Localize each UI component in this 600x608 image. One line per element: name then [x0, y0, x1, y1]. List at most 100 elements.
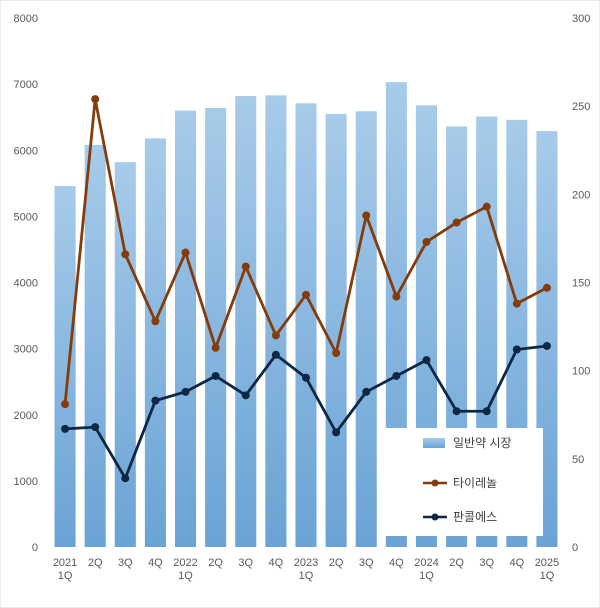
bar [54, 185, 76, 547]
series-point [271, 331, 280, 340]
x-axis-tick-line: 3Q [359, 557, 374, 569]
series-point [91, 423, 100, 432]
x-axis-tick-line: 2024 [414, 557, 438, 569]
x-axis-tick-label: 2Q [88, 557, 103, 569]
right-axis-tick-label: 250 [572, 101, 590, 113]
x-axis-tick-label: 4Q [148, 557, 163, 569]
series-point [452, 407, 461, 416]
x-axis-tick-line: 2021 [53, 557, 77, 569]
series-point [91, 95, 100, 104]
bar [174, 110, 197, 547]
x-axis-tick-line: 2Q [208, 557, 223, 569]
series-point [211, 343, 220, 352]
bar [355, 111, 377, 548]
x-axis-tick-line: 2023 [294, 557, 318, 569]
x-axis-tick-line: 1Q [419, 570, 434, 582]
left-axis-tick-label: 7000 [14, 79, 38, 91]
x-axis-tick-label: 3Q [359, 557, 374, 569]
legend-label-line-2: 판콜에스 [453, 510, 497, 524]
series-point [362, 211, 371, 220]
x-axis-tick-line: 1Q [178, 570, 193, 582]
right-axis-tick-label: 300 [572, 13, 590, 25]
x-axis-tick-line: 4Q [509, 557, 524, 569]
x-axis-tick-line: 2025 [535, 557, 559, 569]
x-axis-tick-line: 4Q [269, 557, 284, 569]
x-axis-tick-label: 2024 1Q [414, 557, 438, 582]
x-axis-tick-line: 1Q [299, 570, 314, 582]
legend: 일반약 시장 타이레놀 판콜에스 [385, 428, 543, 536]
right-axis-tick-label: 100 [572, 366, 590, 378]
right-axis-tick-label: 150 [572, 278, 590, 290]
left-axis-tick-label: 5000 [14, 211, 38, 223]
bar [114, 162, 136, 547]
bar [84, 144, 106, 547]
x-axis-tick-line: 3Q [479, 557, 494, 569]
legend-label-bar: 일반약 시장 [453, 435, 512, 450]
legend-swatch-marker-1 [431, 479, 439, 487]
x-axis-tick-label: 2025 1Q [535, 557, 559, 582]
x-axis-tick-label: 2Q [449, 557, 464, 569]
x-axis-tick-label: 2023 1Q [294, 557, 318, 582]
x-axis-tick-label: 3Q [118, 557, 133, 569]
left-axis-tick-label: 0 [32, 542, 38, 554]
bar [205, 107, 227, 548]
series-point [482, 202, 491, 211]
series-point [302, 373, 310, 382]
series-point [241, 391, 250, 400]
right-axis-tick-label: 200 [572, 189, 590, 201]
series-point [332, 349, 341, 358]
series-point [241, 262, 250, 271]
series-point [61, 424, 70, 433]
bar [295, 103, 317, 548]
series-point [392, 371, 401, 380]
series-point [542, 341, 551, 350]
series-point [302, 290, 310, 299]
series-point [512, 299, 521, 308]
series-point [61, 400, 70, 409]
x-axis-tick-label: 4Q [509, 557, 524, 569]
left-axis-tick-label: 6000 [14, 145, 38, 157]
series-point [181, 387, 190, 396]
x-axis-tick-line: 4Q [148, 557, 163, 569]
left-axis-tick-label: 2000 [14, 410, 38, 422]
bar [325, 113, 347, 547]
x-axis-tick-line: 3Q [238, 557, 253, 569]
series-point [211, 371, 220, 380]
series-point [482, 407, 491, 416]
lines-layer [61, 95, 551, 483]
series-point [271, 350, 280, 359]
legend-box [385, 428, 543, 536]
bar [144, 138, 166, 547]
x-axis-tick-label: 3Q [238, 557, 253, 569]
bar [235, 96, 257, 547]
series-point [512, 345, 521, 354]
series-point [542, 283, 551, 292]
series-point [332, 428, 341, 437]
left-axis-tick-label: 4000 [14, 278, 38, 290]
x-axis-tick-label: 2021 1Q [53, 557, 77, 582]
x-axis-tick-line: 2Q [449, 557, 464, 569]
series-point [422, 237, 431, 246]
x-axis-tick-line: 1Q [540, 570, 555, 582]
right-axis: 0 50 100 150 200 250 300 [572, 13, 590, 554]
x-axis-tick-line: 1Q [58, 570, 73, 582]
series-point [181, 248, 190, 257]
series-point [362, 387, 371, 396]
bar [265, 95, 287, 548]
x-axis-tick-line: 2022 [173, 557, 197, 569]
left-axis-tick-label: 8000 [14, 13, 38, 25]
x-axis-tick-line: 2Q [329, 557, 344, 569]
series-point [452, 218, 461, 227]
series-point [151, 396, 160, 405]
x-axis-tick-label: 4Q [389, 557, 404, 569]
series-point [121, 250, 130, 259]
legend-label-line-1: 타이레놀 [453, 476, 497, 490]
x-axis-tick-line: 4Q [389, 557, 404, 569]
left-axis-tick-label: 1000 [14, 476, 38, 488]
x-axis-tick-label: 4Q [269, 557, 284, 569]
legend-swatch-bar [423, 438, 445, 448]
left-axis-tick-label: 3000 [14, 344, 38, 356]
